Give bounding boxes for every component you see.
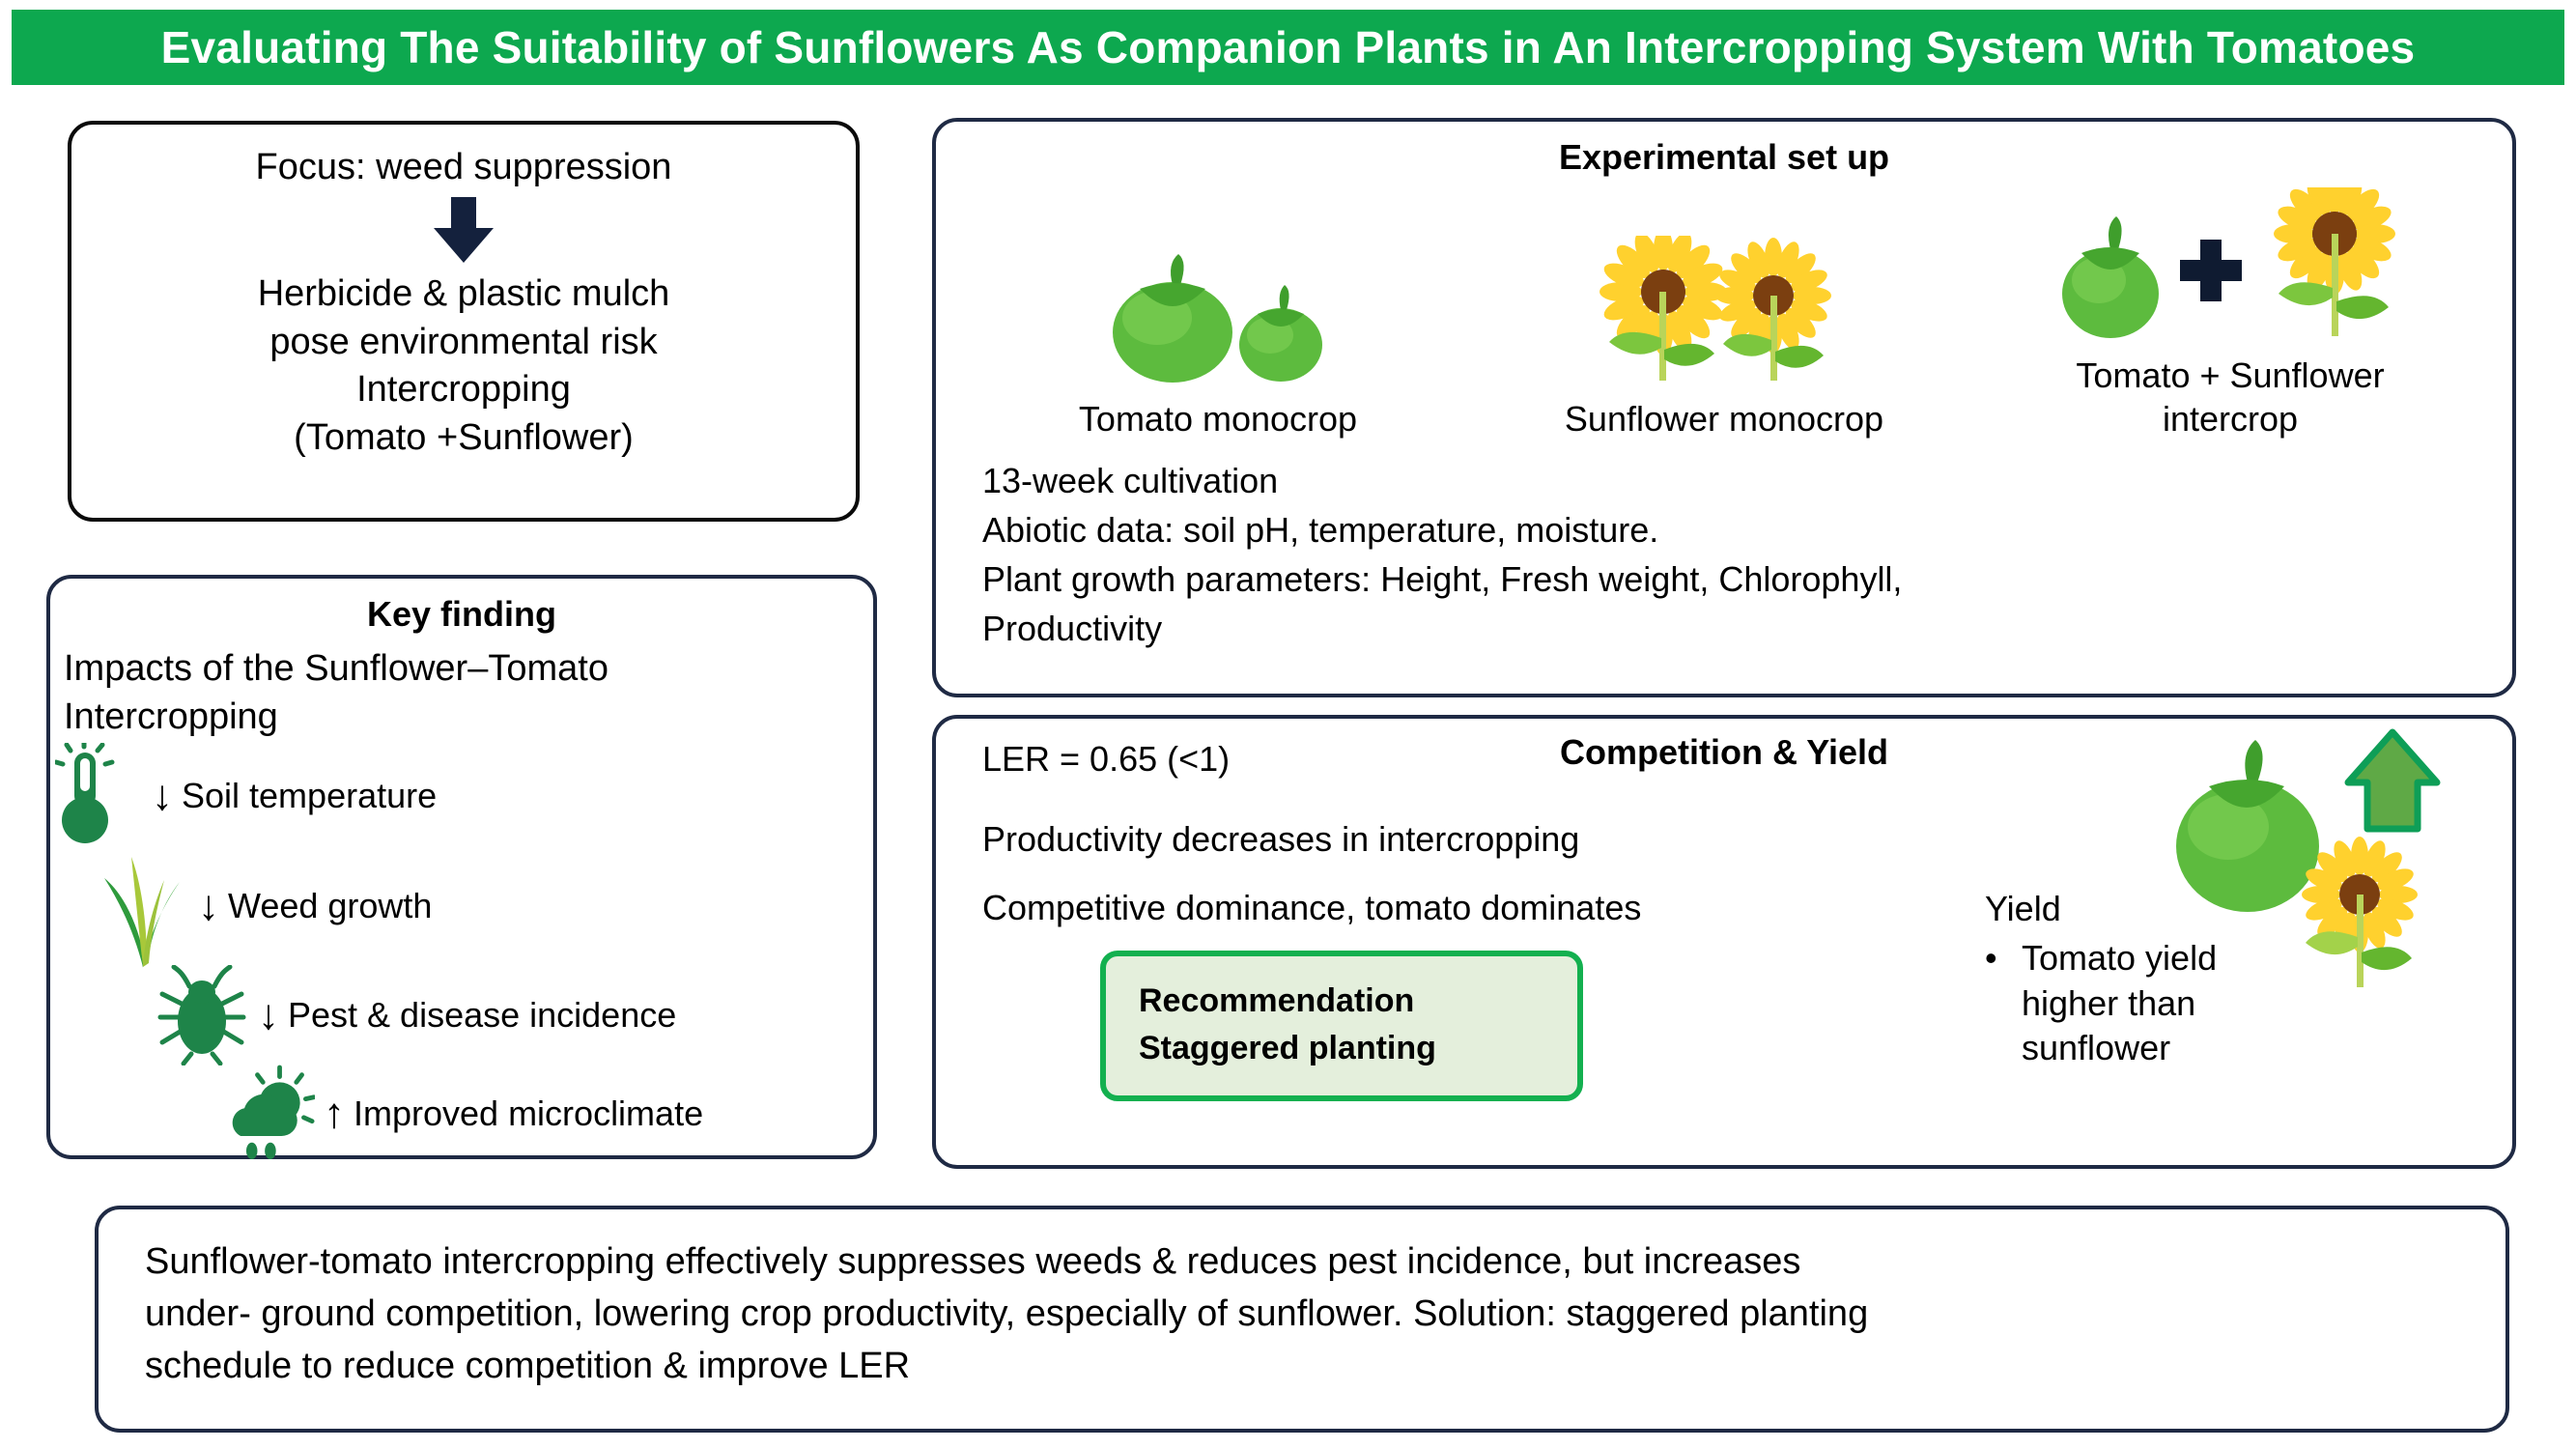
experiment-case-caption-intercrop: Tomato + Sunflower intercrop [2023, 354, 2438, 440]
experiment-case-sunflower-monocrop: Sunflower monocrop [1516, 231, 1932, 440]
competition-point-1: Productivity decreases in intercropping [982, 819, 1580, 860]
up-arrow-icon [2344, 728, 2441, 833]
sun-cloud-rain-icon [222, 1064, 315, 1164]
experiment-case-intercrop: Tomato + Sunflower intercrop [2023, 187, 2438, 440]
yield-bullet-text: Tomato yield higher than sunflower [2022, 936, 2217, 1071]
experiment-detail-2: Abiotic data: soil pH, temperature, mois… [982, 510, 1659, 551]
experiment-case-caption-intercrop-line-2: intercrop [2162, 399, 2299, 439]
yield-bullet-line-2: higher than [2022, 982, 2196, 1023]
focus-panel-content: Focus: weed suppression Herbicide & plas… [71, 125, 856, 462]
down-arrow-icon: ↓ [258, 991, 279, 1039]
two-green-tomatoes-icon [1010, 231, 1426, 385]
focus-line-5: (Tomato +Sunflower) [294, 416, 634, 458]
key-finding-lead: Impacts of the Sunflower–Tomato Intercro… [50, 635, 873, 741]
thermometer-icon [50, 743, 143, 849]
yield-block: Yield • Tomato yield higher than sunflow… [1985, 887, 2265, 1071]
plus-icon [2180, 240, 2242, 301]
focus-panel: Focus: weed suppression Herbicide & plas… [68, 121, 860, 522]
conclusion-line-3: schedule to reduce competition & improve… [145, 1345, 911, 1386]
experimental-setup-details: 13-week cultivation Abiotic data: soil p… [936, 440, 2512, 653]
experimental-setup-panel: Experimental set up Tomato monocrop [932, 118, 2516, 697]
bullet-icon: • [1985, 937, 1997, 978]
competition-right-column: Yield • Tomato yield higher than sunflow… [1958, 728, 2499, 1101]
competition-yield-panel: Competition & Yield LER = 0.65 (<1) Prod… [932, 715, 2516, 1169]
key-finding-row-soil-temperature: ↓ Soil temperature [50, 743, 873, 849]
conclusion-text: Sunflower-tomato intercropping effective… [99, 1209, 2505, 1393]
recommendation-action: Staggered planting [1139, 1029, 1436, 1066]
down-arrow-icon: ↓ [152, 772, 173, 820]
up-arrow-icon: ↑ [324, 1090, 345, 1138]
experiment-case-caption-tomato: Tomato monocrop [1078, 399, 1358, 439]
down-arrow-icon: ↓ [198, 882, 219, 930]
experiment-case-tomato-monocrop: Tomato monocrop [1010, 231, 1426, 440]
ler-value: LER = 0.65 (<1) [982, 739, 1231, 779]
focus-line-3: pose environmental risk [269, 321, 658, 362]
recommendation-box: Recommendation Staggered planting [1100, 950, 1583, 1102]
yield-bullet-item: • Tomato yield higher than sunflower [1985, 936, 2265, 1071]
experiment-detail-3: Plant growth parameters: Height, Fresh w… [982, 559, 1903, 600]
key-finding-row-microclimate: ↑ Improved microclimate [222, 1064, 873, 1164]
key-finding-label-pest-disease: Pest & disease incidence [288, 995, 677, 1036]
yield-bullet-line-3: sunflower [2022, 1028, 2171, 1068]
competition-yield-body: LER = 0.65 (<1) Productivity decreases i… [936, 728, 2512, 1102]
key-finding-lead-line-1: Impacts of the Sunflower–Tomato [64, 648, 609, 689]
key-finding-row-pest-disease: ↓ Pest & disease incidence [156, 965, 873, 1066]
yield-bullet-line-1: Tomato yield [2022, 937, 2218, 978]
down-arrow-icon [434, 197, 494, 264]
pest-beetle-icon [156, 965, 249, 1066]
experimental-setup-heading: Experimental set up [1558, 137, 1890, 177]
experiment-case-caption-sunflower: Sunflower monocrop [1564, 399, 1884, 439]
conclusion-line-2: under- ground competition, lowering crop… [145, 1293, 1869, 1334]
tomato-plus-sunflower-icon [2023, 187, 2438, 342]
key-finding-panel: Key finding Impacts of the Sunflower–Tom… [46, 575, 877, 1160]
competition-point-2: Competitive dominance, tomato dominates [982, 888, 1642, 928]
experimental-setup-cases: Tomato monocrop [936, 178, 2512, 440]
conclusion-panel: Sunflower-tomato intercropping effective… [95, 1206, 2509, 1433]
experiment-case-caption-intercrop-line-1: Tomato + Sunflower [2076, 355, 2385, 395]
key-finding-label-weed-growth: Weed growth [228, 886, 433, 926]
conclusion-line-1: Sunflower-tomato intercropping effective… [145, 1241, 1801, 1282]
focus-line-1: Focus: weed suppression [255, 147, 672, 187]
page-title-banner: Evaluating The Suitability of Sunflowers… [12, 10, 2564, 85]
grass-weed-icon [97, 843, 189, 969]
page-title: Evaluating The Suitability of Sunflowers… [160, 22, 2416, 72]
tomato-and-sunflower-icon [2176, 728, 2441, 987]
focus-line-4: Intercropping [356, 369, 571, 411]
key-finding-lead-line-2: Intercropping [64, 696, 278, 738]
yield-title: Yield [1985, 889, 2061, 928]
experiment-detail-1: 13-week cultivation [982, 461, 1279, 500]
two-sunflowers-icon [1516, 231, 1932, 385]
competition-yield-heading: Competition & Yield [1559, 732, 1888, 772]
key-finding-label-soil-temperature: Soil temperature [182, 776, 438, 816]
key-finding-row-weed-growth: ↓ Weed growth [97, 843, 873, 969]
recommendation-title: Recommendation [1139, 981, 1415, 1019]
experiment-detail-4: Productivity [982, 609, 1163, 649]
key-finding-label-microclimate: Improved microclimate [354, 1094, 704, 1134]
key-finding-heading: Key finding [367, 594, 556, 634]
focus-line-2: Herbicide & plastic mulch [257, 273, 670, 315]
competition-left-column: LER = 0.65 (<1) Productivity decreases i… [936, 739, 1958, 1102]
